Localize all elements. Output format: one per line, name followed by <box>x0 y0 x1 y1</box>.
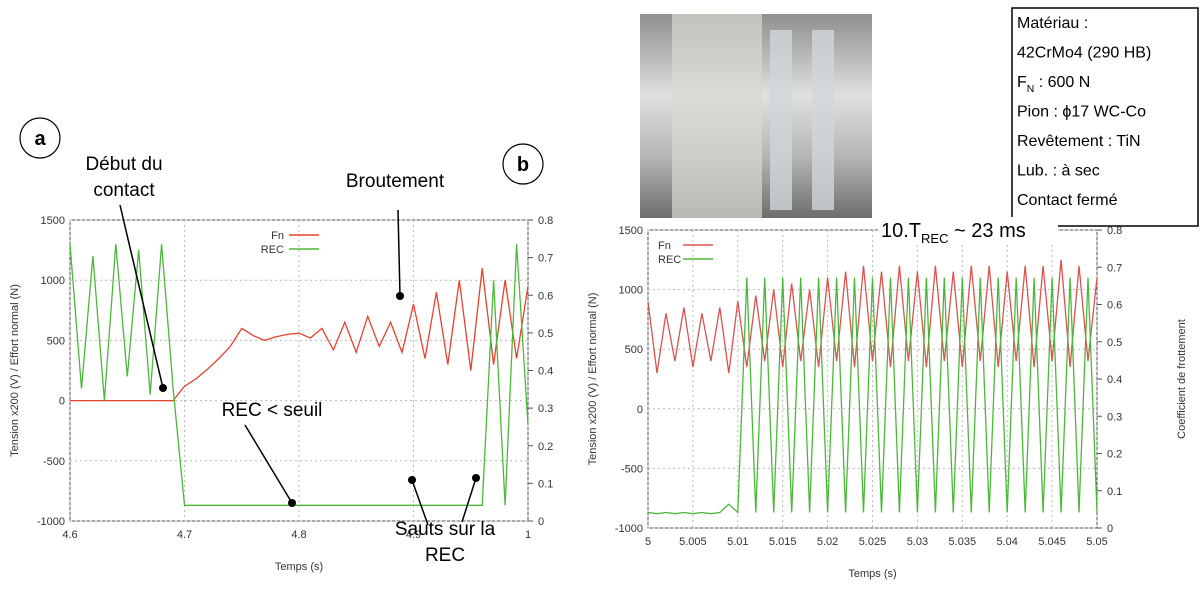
photo-track <box>770 30 792 210</box>
info-line: 42CrMo4 (290 HB) <box>1017 45 1151 62</box>
y2-tick-label: 0.3 <box>1107 411 1122 423</box>
info-line: Contact fermé <box>1017 192 1118 209</box>
panel-label: a <box>34 128 46 150</box>
photo-ruler <box>672 14 762 218</box>
x-tick-label: 5.035 <box>949 536 977 548</box>
text-part: 10.T <box>881 220 921 242</box>
y-tick-label: 1000 <box>619 285 643 297</box>
info-line: Matériau : <box>1017 15 1088 32</box>
x-tick-label: 5.04 <box>996 536 1017 548</box>
x-tick-label: 1 <box>525 529 531 541</box>
annotation-arrow <box>411 477 477 526</box>
x-tick-label: 4.6 <box>62 529 77 541</box>
series-line <box>647 259 1098 374</box>
info-line: Revêtement : TiN <box>1017 133 1141 150</box>
y2-tick-label: 0.6 <box>1107 300 1122 312</box>
y2-tick-label: 0.8 <box>538 215 553 227</box>
annotation: REC <box>425 545 465 566</box>
x-axis-label: Temps (s) <box>848 568 896 580</box>
y2-tick-label: 0.1 <box>538 478 553 490</box>
y-tick-label: 1500 <box>41 215 65 227</box>
annotation: Sauts sur la <box>395 519 496 540</box>
series-line <box>647 277 1098 515</box>
x-tick-label: 5.02 <box>817 536 838 548</box>
y2-axis-label: Coefficient de frottement <box>1176 319 1188 439</box>
annotation-arrow <box>397 209 401 297</box>
y2-tick-label: 0.4 <box>1107 374 1122 386</box>
x-tick-label: 5.01 <box>727 536 748 548</box>
annotation-arrow <box>119 204 164 389</box>
panel-circle <box>19 117 61 159</box>
text-part: : 600 N <box>1034 74 1090 91</box>
y2-tick-label: 0.7 <box>1107 262 1122 274</box>
x-tick-label: 5.045 <box>1038 536 1066 548</box>
y-tick-label: 0 <box>59 396 65 408</box>
text-part: F <box>1017 74 1027 91</box>
text-part: ~ 23 ms <box>948 220 1025 242</box>
legend-label: REC <box>658 254 681 266</box>
legend-label: Fn <box>658 240 671 252</box>
annotation-dot <box>288 499 296 507</box>
y-tick-label: -500 <box>621 463 643 475</box>
subscript: N <box>1027 84 1035 95</box>
y-tick-label: 1000 <box>41 275 65 287</box>
info-lines: Matériau : 42CrMo4 (290 HB) FN : 600 N Pion… <box>1017 15 1151 209</box>
legend-label: REC <box>261 244 284 256</box>
annotation-dot <box>396 292 404 300</box>
annotation-dot <box>408 476 416 484</box>
y2-tick-label: 0 <box>1107 523 1113 535</box>
annotation: Broutement <box>346 171 445 192</box>
y-axis-label: Tension x200 (V) / Effort normal (N) <box>587 293 599 466</box>
panel-circle <box>502 143 544 185</box>
sub-text: FN : 600 N <box>1017 74 1090 95</box>
legend-label: Fn <box>271 230 284 242</box>
sub-text: 10.TREC ~ 23 ms <box>881 220 1026 246</box>
y-tick-label: -1000 <box>615 523 643 535</box>
x-tick-label: 5.005 <box>679 536 707 548</box>
x-tick-label: 5.03 <box>907 536 928 548</box>
info-line: Pion : ϕ17 WC-Co <box>1017 104 1146 121</box>
y2-tick-label: 0.6 <box>538 290 553 302</box>
y2-tick-label: 0.4 <box>538 366 553 378</box>
x-tick-label: 4.9 <box>406 529 421 541</box>
y2-tick-label: 0.5 <box>1107 337 1122 349</box>
x-tick-label: 5.015 <box>769 536 797 548</box>
x-tick-label: 4.7 <box>177 529 192 541</box>
y2-tick-label: 0.7 <box>538 253 553 265</box>
y-axis-label: Tension x200 (V) / Effort normal (N) <box>9 284 21 457</box>
annotation-arrow <box>244 424 293 504</box>
x-tick-label: 5.025 <box>859 536 887 548</box>
series-line <box>70 268 529 402</box>
info-line: Lub. : à sec <box>1017 163 1100 180</box>
annotation-dot <box>159 384 167 392</box>
y2-tick-label: 0.5 <box>538 328 553 340</box>
x-tick-label: 5.05 <box>1086 536 1107 548</box>
annotation: contact <box>93 180 155 201</box>
annotation: REC < seuil <box>222 400 323 421</box>
x-axis-label: Temps (s) <box>275 561 323 573</box>
y2-tick-label: 0.8 <box>1107 225 1122 237</box>
y2-tick-label: 0 <box>538 516 544 528</box>
y-tick-label: 1500 <box>619 225 643 237</box>
annotation-dot <box>472 474 480 482</box>
y-tick-label: -500 <box>43 456 65 468</box>
y2-tick-label: 0.1 <box>1107 486 1122 498</box>
y-tick-label: 0 <box>637 404 643 416</box>
series-line <box>69 244 529 506</box>
annotation-bg <box>878 217 1058 245</box>
y-tick-label: 500 <box>625 344 643 356</box>
annotation: Début du <box>85 154 162 175</box>
photo-track <box>812 30 834 210</box>
x-tick-label: 5 <box>645 536 651 548</box>
y-tick-label: -1000 <box>37 516 65 528</box>
y-tick-label: 500 <box>47 335 65 347</box>
x-tick-label: 4.8 <box>291 529 306 541</box>
y2-tick-label: 0.2 <box>1107 449 1122 461</box>
y2-tick-label: 0.2 <box>538 441 553 453</box>
y2-tick-label: 0.3 <box>538 403 553 415</box>
panel-label: b <box>517 154 529 176</box>
info-box <box>1011 7 1199 227</box>
subscript: REC <box>921 231 948 246</box>
